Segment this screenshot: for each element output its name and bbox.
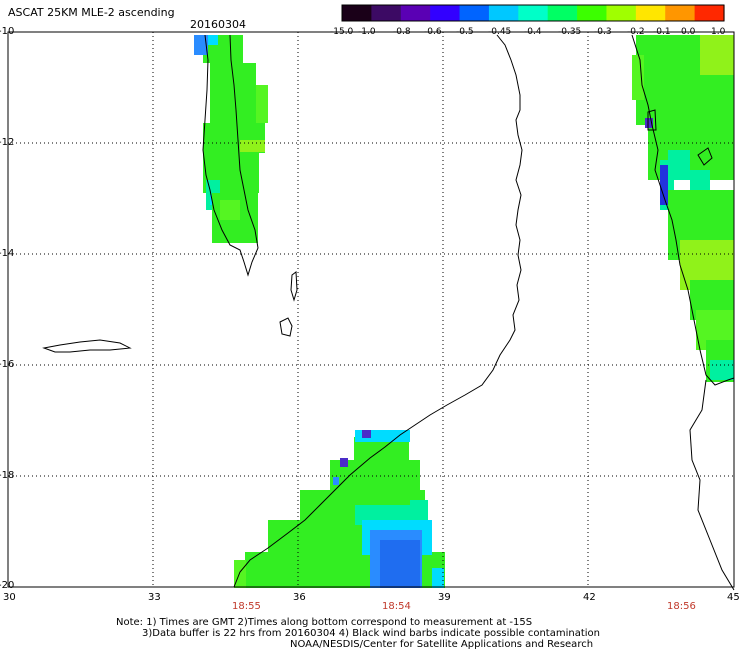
colorbar-label: -0.2 <box>627 27 645 37</box>
swath-cell <box>380 540 420 588</box>
swath-cell <box>668 150 690 180</box>
swath-cell <box>194 35 208 55</box>
colorbar-swatch <box>518 5 549 21</box>
lon-label: 45 <box>727 592 740 603</box>
coastline-east-b <box>689 379 735 591</box>
colorbar-swatch <box>665 5 696 21</box>
swath-cell <box>340 458 348 467</box>
swath-cell <box>208 35 218 45</box>
colorbar-swatch <box>547 5 578 21</box>
lon-label: 30 <box>3 592 16 603</box>
colorbar-swatch <box>342 5 372 21</box>
lat-label: -14 <box>0 248 15 259</box>
map-frame <box>7 31 735 588</box>
swath-cell <box>700 35 734 75</box>
swath-cell <box>362 430 371 438</box>
coastline-east-a <box>631 34 735 386</box>
colorbar-swatch <box>400 5 431 21</box>
swath-cell <box>632 55 644 100</box>
colorbar-label: -0.3 <box>594 27 612 37</box>
colorbar-label: -0.5 <box>456 27 474 37</box>
colorbar-label: -0.45 <box>488 27 512 37</box>
colorbar-frame <box>341 4 725 22</box>
colorbar-label: 0.0 <box>681 27 696 37</box>
pass-time-label: 18:56 <box>667 601 696 612</box>
footnote-line-2: 3)Data buffer is 22 hrs from 20160304 4)… <box>142 628 600 639</box>
pass-time-label: 18:55 <box>232 601 261 612</box>
swath-cell <box>660 165 668 205</box>
colorbar-label: -0.4 <box>524 27 542 37</box>
colorbar-swatch <box>371 5 402 21</box>
colorbar-swatch <box>694 5 725 21</box>
lake-malawi <box>202 34 259 277</box>
lat-label: -20 <box>0 580 15 591</box>
footnote-credit: NOAA/NESDIS/Center for Satellite Applica… <box>290 639 594 650</box>
lake-shore <box>290 271 298 302</box>
pass-time-label: 18:54 <box>382 601 411 612</box>
island-lake <box>279 317 293 337</box>
colorbar-swatch <box>606 5 637 21</box>
coastline-mainland <box>233 34 523 588</box>
lat-label: -18 <box>0 470 15 481</box>
lake-kariba <box>42 339 132 353</box>
colorbar <box>341 4 725 22</box>
colorbar-swatch <box>430 5 461 21</box>
footnote-line-1: Note: 1) Times are GMT 2)Times along bot… <box>116 617 533 628</box>
swath-cell <box>210 63 256 123</box>
colorbar-label: -0.6 <box>424 27 442 37</box>
lat-label: -10 <box>0 26 15 37</box>
swath-cell <box>710 360 734 380</box>
colorbar-label: -15.0 <box>330 27 354 37</box>
colorbar-swatch <box>488 5 519 21</box>
lake-east <box>647 109 657 131</box>
swath-cell <box>234 560 246 588</box>
colorbar-label: -0.8 <box>393 27 411 37</box>
scatterometer-swaths <box>194 35 734 588</box>
lon-label: 36 <box>293 592 306 603</box>
colorbar-label: -1.0 <box>358 27 376 37</box>
swath-cell <box>333 477 339 485</box>
swath-cell <box>645 118 653 128</box>
swath-cell <box>432 568 444 588</box>
figure-date: 20160304 <box>190 18 246 31</box>
colorbar-label: -0.35 <box>558 27 582 37</box>
swath-cell <box>240 140 265 152</box>
figure-title: ASCAT 25KM MLE-2 ascending <box>8 6 175 19</box>
colorbar-swatch <box>459 5 490 21</box>
graticule <box>8 32 734 587</box>
lon-label: 39 <box>438 592 451 603</box>
lat-label: -12 <box>0 137 15 148</box>
colorbar-swatch <box>635 5 666 21</box>
island-east <box>697 147 713 166</box>
coastline <box>42 34 735 591</box>
lon-label: 33 <box>148 592 161 603</box>
swath-cell <box>410 500 428 520</box>
swath-cell <box>256 85 268 123</box>
swath-cell <box>220 200 240 220</box>
colorbar-label: -0.1 <box>653 27 671 37</box>
lat-label: -16 <box>0 359 15 370</box>
colorbar-swatch <box>577 5 608 21</box>
colorbar-label: 1.0 <box>711 27 726 37</box>
lon-label: 42 <box>583 592 596 603</box>
